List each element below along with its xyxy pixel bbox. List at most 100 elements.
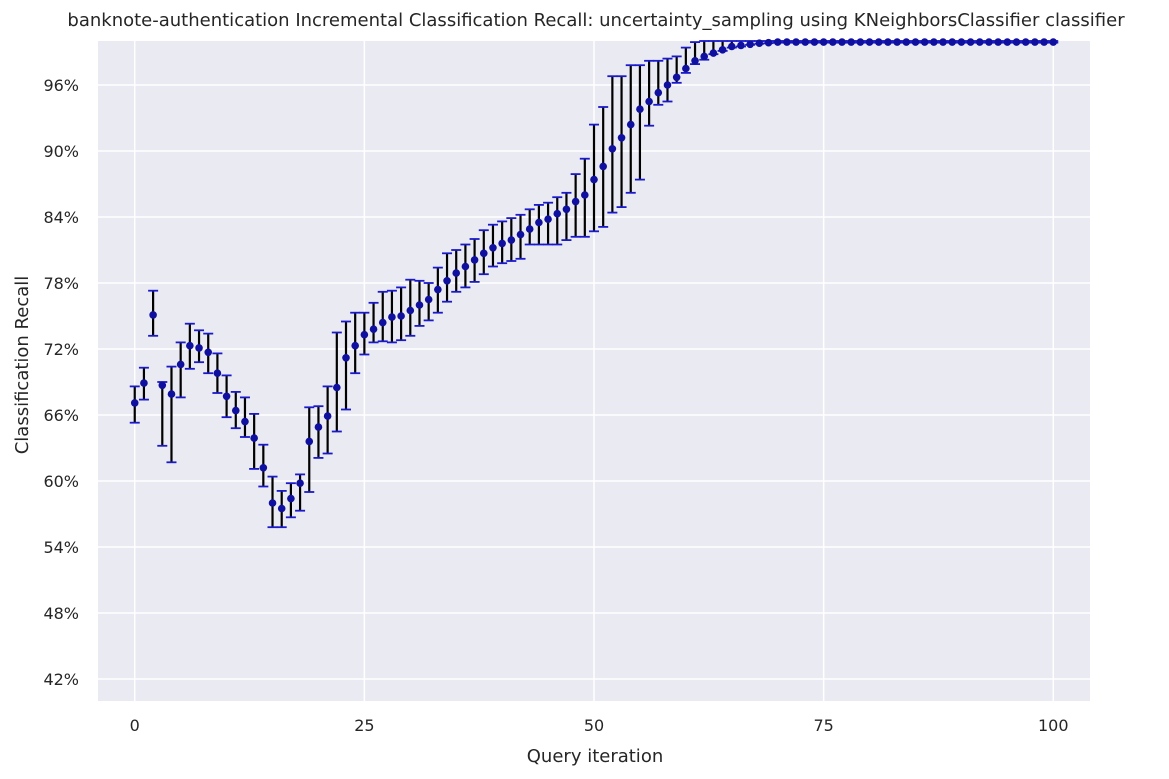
data-point (434, 285, 442, 294)
data-point (360, 330, 369, 339)
data-point (516, 230, 525, 239)
data-point (884, 38, 892, 46)
data-point (498, 239, 506, 248)
data-point (801, 38, 810, 46)
data-point (617, 134, 626, 142)
data-point (920, 38, 929, 46)
data-point (378, 318, 387, 327)
data-points (129, 38, 1059, 529)
data-point (250, 434, 258, 442)
data-point (158, 381, 167, 390)
data-point (1003, 38, 1012, 46)
data-point (351, 341, 359, 350)
data-point (654, 88, 663, 97)
data-point (636, 105, 644, 113)
data-point (672, 73, 681, 82)
data-point (241, 417, 249, 426)
data-point (525, 225, 534, 233)
data-point (874, 38, 883, 46)
data-point (470, 256, 479, 264)
data-point (773, 38, 782, 46)
data-point (819, 38, 828, 46)
data-point (1021, 38, 1030, 46)
data-point (581, 191, 589, 199)
y-tick-label: 54% (43, 538, 79, 557)
data-point (140, 379, 148, 387)
data-point (314, 423, 323, 431)
data-point (535, 218, 543, 227)
data-point (865, 38, 874, 46)
data-point (323, 412, 332, 420)
data-point (424, 295, 433, 304)
data-point (948, 38, 957, 46)
data-point (305, 437, 314, 446)
y-tick-label: 48% (43, 604, 79, 623)
data-point (507, 236, 516, 244)
data-point (544, 215, 552, 223)
data-point (277, 504, 286, 513)
data-point (415, 301, 424, 309)
data-point (746, 40, 754, 49)
data-point (590, 175, 598, 184)
data-point (737, 41, 745, 50)
data-point (489, 244, 497, 252)
x-axis-label: Query iteration (527, 746, 663, 767)
data-point (764, 38, 773, 47)
data-point (902, 38, 911, 46)
data-point (783, 38, 791, 46)
data-point (176, 360, 185, 369)
data-point (333, 383, 341, 392)
y-tick-label: 96% (43, 76, 79, 95)
data-point (268, 499, 277, 507)
data-point (645, 97, 653, 106)
data-point (213, 369, 222, 378)
data-point (856, 38, 865, 46)
data-point (231, 406, 240, 415)
chart-title: banknote-authentication Incremental Clas… (67, 10, 1125, 31)
x-tick-label: 100 (1038, 716, 1069, 735)
data-point (626, 120, 635, 129)
data-point (939, 38, 947, 46)
data-point (893, 38, 901, 46)
data-point (930, 38, 938, 46)
data-point (663, 81, 672, 89)
data-point (994, 38, 1002, 46)
data-point (452, 269, 461, 277)
data-point (406, 306, 415, 315)
data-point (369, 325, 378, 334)
data-point (479, 249, 488, 258)
data-point (167, 390, 176, 398)
data-point (571, 197, 580, 206)
data-point (810, 38, 819, 46)
data-point (1031, 38, 1039, 46)
data-point (287, 494, 295, 503)
data-point (792, 38, 800, 46)
tick-labels: 0 25 50 75 100 42% 48% 54% 60% 66% 72% 78% 84% 90% 96% (43, 76, 1068, 735)
data-point (608, 145, 617, 153)
data-point (957, 38, 966, 46)
y-tick-label: 78% (43, 274, 79, 293)
data-point (222, 392, 231, 401)
data-point (985, 38, 993, 46)
data-point (562, 205, 571, 214)
data-point (388, 313, 396, 321)
data-point (847, 38, 855, 46)
x-tick-label: 50 (584, 716, 604, 735)
y-tick-label: 90% (43, 142, 79, 161)
data-point (1012, 38, 1021, 46)
data-point (838, 38, 846, 46)
data-point (691, 57, 699, 65)
data-point (709, 49, 718, 57)
x-tick-label: 0 (130, 716, 140, 735)
data-point (718, 46, 727, 54)
data-point (342, 354, 350, 362)
data-point (195, 344, 203, 352)
data-point (186, 341, 194, 350)
x-tick-label: 75 (813, 716, 833, 735)
data-point (296, 479, 304, 488)
y-tick-label: 66% (43, 406, 79, 425)
data-point (755, 39, 764, 47)
data-point (700, 52, 709, 61)
data-point (1049, 38, 1058, 46)
y-axis-label: Classification Recall (12, 276, 33, 455)
